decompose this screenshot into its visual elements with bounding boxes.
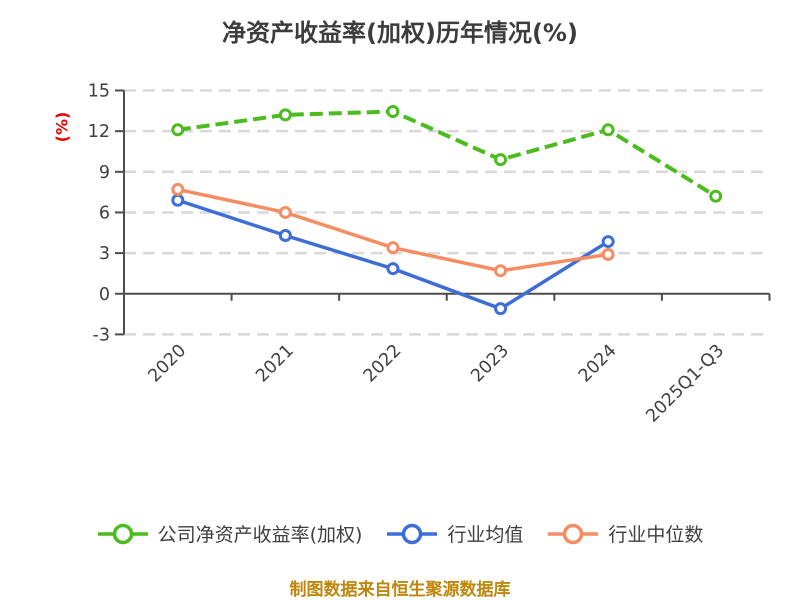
series-marker-2 [386, 241, 400, 255]
legend-line-marker-icon [387, 523, 438, 544]
legend-item-industry-mean[interactable]: 行业均值 [386, 520, 523, 547]
series-marker-0 [386, 105, 400, 119]
y-tick-label: -3 [93, 325, 110, 345]
series-marker-1 [494, 302, 508, 316]
legend-item-industry-median[interactable]: 行业中位数 [547, 520, 703, 547]
series-marker-0 [709, 189, 723, 203]
x-tick-label-2021: 2021 [252, 341, 298, 387]
chart-legend: 公司净资产收益率(加权) 行业均值 行业中位数 [0, 520, 800, 547]
series-line-0 [177, 109, 717, 198]
x-tick-label-2020: 2020 [145, 341, 191, 387]
legend-label-industry-mean: 行业均值 [447, 524, 524, 546]
data-source-note: 制图数据来自恒生聚源数据库 [289, 580, 511, 600]
legend-label-industry-median: 行业中位数 [608, 524, 704, 546]
y-tick-label: 9 [99, 163, 110, 183]
series-marker-2 [494, 264, 508, 278]
chart-title: 净资产收益率(加权)历年情况(%) [222, 19, 578, 47]
series-marker-0 [601, 123, 615, 137]
legend-label-company-roe: 公司净资产收益率(加权) [157, 524, 363, 546]
y-tick-label: 15 [88, 82, 110, 102]
series-marker-0 [278, 108, 292, 122]
series-marker-1 [278, 228, 292, 242]
legend-item-company-roe[interactable]: 公司净资产收益率(加权) [97, 520, 363, 547]
y-tick-label: 3 [99, 244, 110, 264]
y-tick-label: 0 [99, 285, 110, 305]
x-tick-label-2023: 2023 [467, 341, 513, 387]
series-marker-2 [278, 205, 292, 219]
series-marker-1 [386, 262, 400, 276]
series-line-2 [177, 187, 609, 273]
series-marker-1 [601, 235, 615, 249]
legend-line-marker-icon [548, 523, 599, 544]
line-chart-plot: 15 12 9 6 3 0 -3 2020 2021 2022 2023 2024 2025Q1-Q3 [88, 82, 771, 427]
y-tick-label: 6 [99, 203, 110, 223]
series-marker-2 [171, 182, 185, 196]
x-tick-label-2024: 2024 [575, 341, 621, 387]
x-tick-label-2025Q1-Q3: 2025Q1-Q3 [642, 341, 728, 427]
series-line-1 [177, 198, 610, 311]
x-tick-label-2022: 2022 [360, 341, 406, 387]
series-marker-0 [171, 123, 185, 137]
series-marker-0 [494, 153, 508, 167]
series-marker-1 [171, 193, 185, 207]
legend-line-marker-icon [97, 523, 148, 544]
series-marker-2 [601, 247, 615, 261]
y-tick-label: 12 [88, 122, 110, 142]
